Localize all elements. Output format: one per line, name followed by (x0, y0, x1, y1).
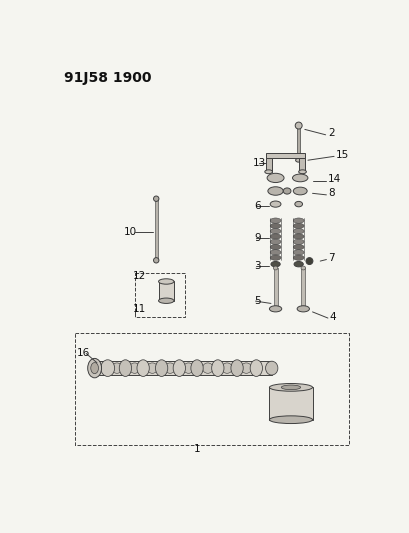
Ellipse shape (158, 279, 173, 284)
Ellipse shape (270, 239, 280, 245)
Text: 14: 14 (327, 174, 340, 184)
Ellipse shape (153, 257, 159, 263)
Ellipse shape (191, 360, 203, 376)
Ellipse shape (211, 360, 223, 376)
Text: 91J58 1900: 91J58 1900 (64, 71, 151, 85)
Ellipse shape (270, 262, 279, 267)
Ellipse shape (270, 229, 280, 234)
Ellipse shape (269, 384, 312, 391)
Ellipse shape (292, 255, 303, 260)
Ellipse shape (273, 266, 277, 270)
Text: 7: 7 (327, 253, 334, 263)
Ellipse shape (300, 266, 305, 270)
Ellipse shape (293, 262, 303, 267)
Bar (158, 281, 173, 301)
Ellipse shape (129, 363, 140, 373)
Bar (297, 126, 299, 160)
Ellipse shape (221, 363, 232, 373)
Text: 10: 10 (124, 227, 137, 237)
Ellipse shape (292, 234, 303, 239)
Ellipse shape (294, 201, 302, 207)
Text: 16: 16 (77, 349, 90, 359)
Text: 1: 1 (193, 444, 200, 454)
Ellipse shape (292, 218, 303, 223)
Ellipse shape (297, 306, 309, 312)
Ellipse shape (164, 363, 175, 373)
Text: 13: 13 (252, 158, 265, 167)
Ellipse shape (88, 358, 101, 378)
Ellipse shape (292, 250, 303, 255)
Text: 2: 2 (327, 128, 334, 138)
Ellipse shape (173, 360, 185, 376)
Ellipse shape (292, 245, 303, 250)
Bar (154, 199, 157, 260)
Ellipse shape (292, 223, 303, 229)
Ellipse shape (265, 361, 277, 375)
Ellipse shape (269, 416, 312, 424)
Bar (266, 158, 271, 172)
Ellipse shape (119, 360, 131, 376)
Ellipse shape (283, 188, 290, 194)
Bar (94, 361, 271, 375)
Bar (269, 387, 312, 419)
Ellipse shape (281, 385, 300, 390)
Bar (301, 268, 304, 309)
Bar (299, 158, 304, 172)
Text: 6: 6 (254, 200, 260, 211)
Ellipse shape (292, 187, 306, 195)
Ellipse shape (202, 363, 213, 373)
Bar (273, 268, 277, 309)
Ellipse shape (146, 363, 157, 373)
Ellipse shape (269, 306, 281, 312)
Text: 11: 11 (133, 304, 146, 314)
Text: 5: 5 (254, 296, 260, 306)
Ellipse shape (270, 255, 280, 260)
Ellipse shape (266, 173, 283, 182)
Ellipse shape (295, 158, 301, 162)
Ellipse shape (158, 298, 173, 303)
Ellipse shape (298, 170, 306, 174)
Ellipse shape (137, 360, 149, 376)
Ellipse shape (264, 170, 272, 174)
Ellipse shape (183, 363, 193, 373)
Ellipse shape (292, 229, 303, 234)
Ellipse shape (111, 363, 122, 373)
Ellipse shape (270, 234, 280, 239)
Text: 8: 8 (327, 188, 334, 198)
Ellipse shape (270, 218, 280, 223)
Ellipse shape (270, 223, 280, 229)
Text: 15: 15 (335, 150, 348, 160)
Ellipse shape (270, 201, 280, 207)
Ellipse shape (294, 122, 301, 129)
Ellipse shape (292, 174, 307, 182)
Ellipse shape (292, 239, 303, 245)
Ellipse shape (270, 250, 280, 255)
Ellipse shape (270, 245, 280, 250)
Text: 12: 12 (133, 271, 146, 281)
Text: 3: 3 (254, 261, 260, 271)
Ellipse shape (153, 196, 159, 201)
Ellipse shape (267, 187, 283, 195)
Text: 4: 4 (329, 311, 335, 321)
Ellipse shape (249, 360, 262, 376)
Text: 9: 9 (254, 233, 260, 243)
Ellipse shape (90, 362, 98, 374)
Ellipse shape (240, 363, 251, 373)
Ellipse shape (101, 360, 115, 376)
Ellipse shape (305, 257, 312, 264)
Ellipse shape (230, 360, 243, 376)
Ellipse shape (155, 360, 167, 376)
Bar (266, 154, 304, 158)
